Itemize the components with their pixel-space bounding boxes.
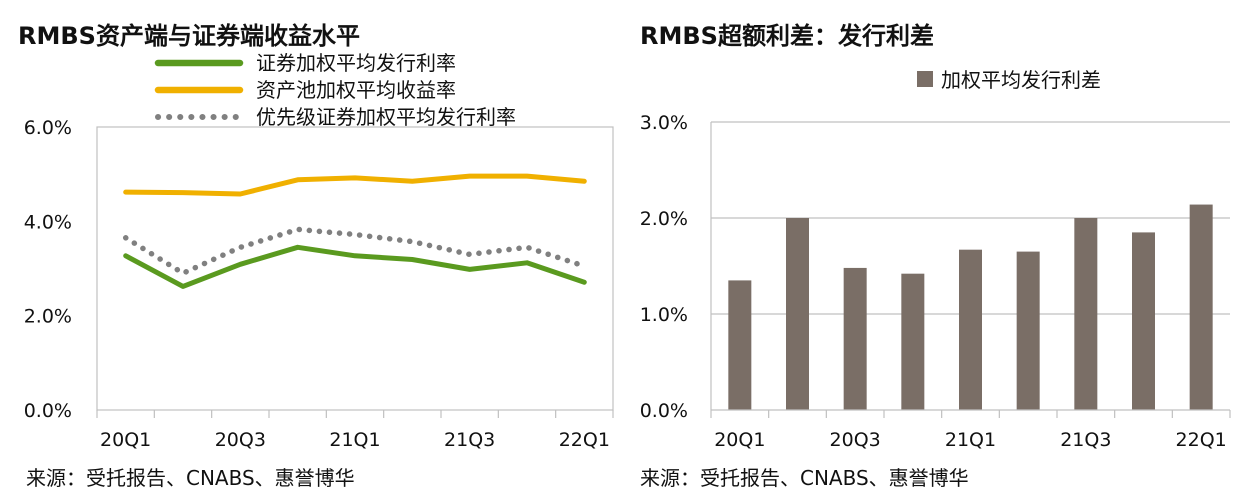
left-source-note: 来源：受托报告、CNABS、惠誉博华 (26, 466, 355, 490)
left-y-tick-label: 6.0% (24, 117, 72, 139)
right-bar (959, 249, 982, 410)
left-x-tick-label: 21Q1 (329, 429, 380, 451)
right-x-tick-label: 21Q3 (1060, 429, 1111, 451)
left-legend-label-2: 优先级证券加权平均发行利率 (256, 105, 516, 129)
left-chart-title: RMBS资产端与证券端收益水平 (18, 22, 360, 50)
right-bar (786, 218, 809, 410)
right-y-tick-label: 1.0% (640, 304, 688, 326)
right-x-tick-label: 22Q1 (1176, 429, 1227, 451)
right-source-note: 来源：受托报告、CNABS、惠誉博华 (640, 466, 969, 490)
right-y-tick-label: 3.0% (640, 112, 688, 134)
right-x-tick-label: 20Q3 (830, 429, 881, 451)
left-legend-label-0: 证券加权平均发行利率 (256, 51, 456, 75)
left-x-tick-label: 20Q1 (100, 429, 151, 451)
left-x-tick-label: 20Q3 (215, 429, 266, 451)
left-x-tick-label: 22Q1 (559, 429, 610, 451)
right-chart-title: RMBS超额利差：发行利差 (640, 22, 934, 50)
left-y-tick-label: 0.0% (24, 400, 72, 422)
right-y-tick-label: 2.0% (640, 208, 688, 230)
right-bar (1132, 232, 1155, 410)
right-bar (901, 273, 925, 410)
right-bar (843, 267, 867, 410)
right-x-tick-label: 20Q1 (714, 429, 765, 451)
left-series-line-2 (122, 226, 588, 276)
right-x-tick-label: 21Q1 (945, 429, 996, 451)
right-bar (1189, 204, 1213, 410)
left-series-line-1 (123, 173, 587, 197)
right-bar (1074, 218, 1098, 410)
right-bar (1016, 251, 1040, 410)
left-legend-label-1: 资产池加权平均收益率 (256, 78, 456, 102)
right-legend-swatch (917, 71, 933, 87)
left-plot-border (96, 126, 614, 411)
right-y-tick-label: 0.0% (640, 400, 688, 422)
right-bar (728, 280, 752, 410)
left-x-tick-label: 21Q3 (444, 429, 495, 451)
left-series-line-0 (123, 244, 587, 289)
left-y-tick-label: 4.0% (24, 211, 72, 233)
right-legend-label: 加权平均发行利差 (941, 68, 1101, 92)
left-y-tick-label: 2.0% (24, 306, 72, 328)
